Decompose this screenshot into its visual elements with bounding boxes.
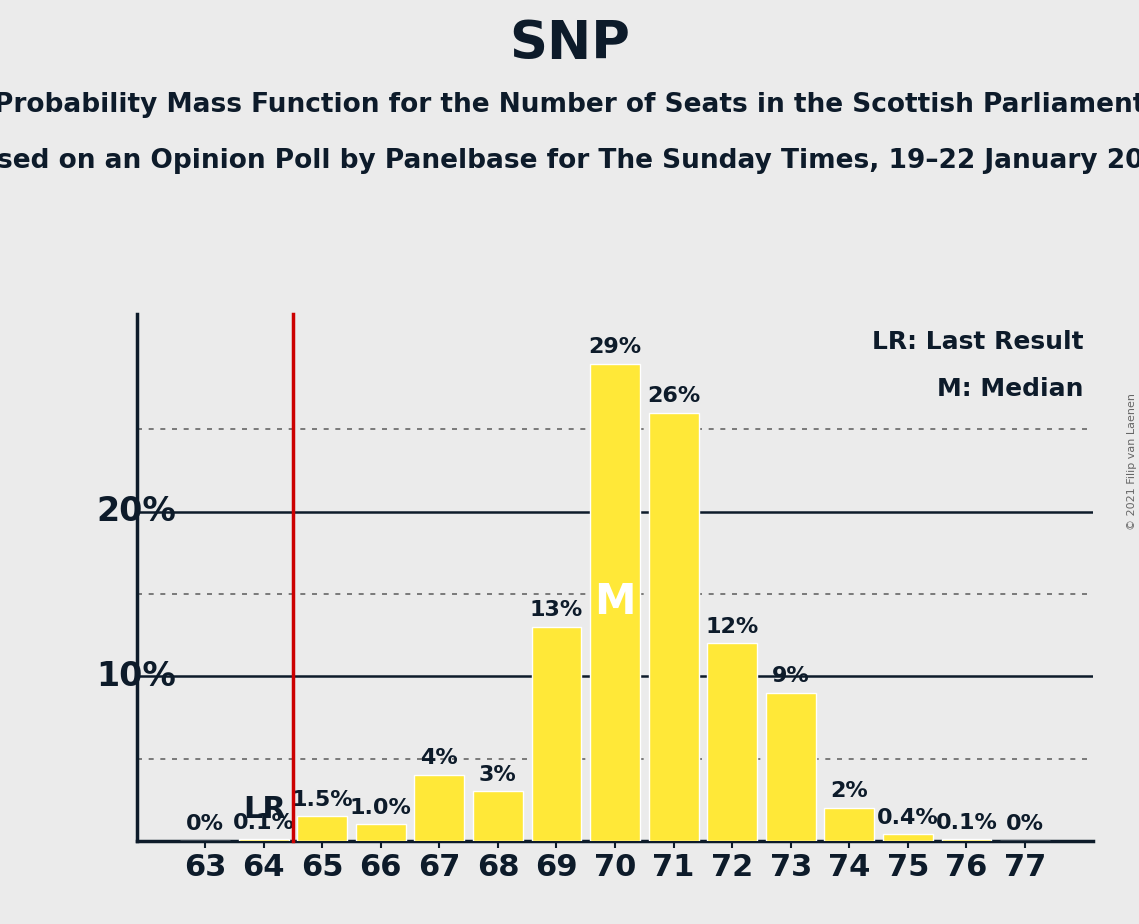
Text: 2%: 2% (830, 782, 868, 801)
Text: 0.4%: 0.4% (877, 808, 939, 828)
Text: 0.1%: 0.1% (232, 812, 295, 833)
Bar (355, 824, 405, 841)
Text: SNP: SNP (509, 18, 630, 70)
Text: M: Median: M: Median (937, 377, 1084, 401)
Text: 0%: 0% (186, 814, 224, 834)
Text: 20%: 20% (96, 495, 175, 529)
Text: 13%: 13% (530, 601, 583, 620)
Bar (707, 643, 757, 841)
Text: Probability Mass Function for the Number of Seats in the Scottish Parliament: Probability Mass Function for the Number… (0, 92, 1139, 118)
Text: 0%: 0% (1006, 814, 1044, 834)
Text: 1.5%: 1.5% (292, 790, 353, 809)
Text: 3%: 3% (480, 765, 517, 784)
Text: 26%: 26% (647, 386, 700, 407)
Bar (297, 816, 347, 841)
Text: 1.0%: 1.0% (350, 797, 411, 818)
Bar (649, 413, 698, 841)
Text: 12%: 12% (705, 616, 759, 637)
Bar (532, 626, 581, 841)
Text: LR: LR (243, 795, 286, 824)
Text: 10%: 10% (96, 660, 175, 693)
Text: © 2021 Filip van Laenen: © 2021 Filip van Laenen (1126, 394, 1137, 530)
Text: 9%: 9% (772, 666, 810, 687)
Bar (825, 808, 875, 841)
Bar (942, 839, 991, 841)
Bar (473, 792, 523, 841)
Bar (415, 775, 465, 841)
Bar (883, 834, 933, 841)
Text: 4%: 4% (420, 748, 458, 769)
Text: LR: Last Result: LR: Last Result (872, 330, 1084, 354)
Bar (239, 839, 288, 841)
Text: Based on an Opinion Poll by Panelbase for The Sunday Times, 19–22 January 2021: Based on an Opinion Poll by Panelbase fo… (0, 148, 1139, 174)
Text: 29%: 29% (589, 337, 641, 357)
Text: 0.1%: 0.1% (935, 812, 998, 833)
Bar (765, 693, 816, 841)
Text: M: M (595, 581, 636, 623)
Bar (590, 363, 640, 841)
